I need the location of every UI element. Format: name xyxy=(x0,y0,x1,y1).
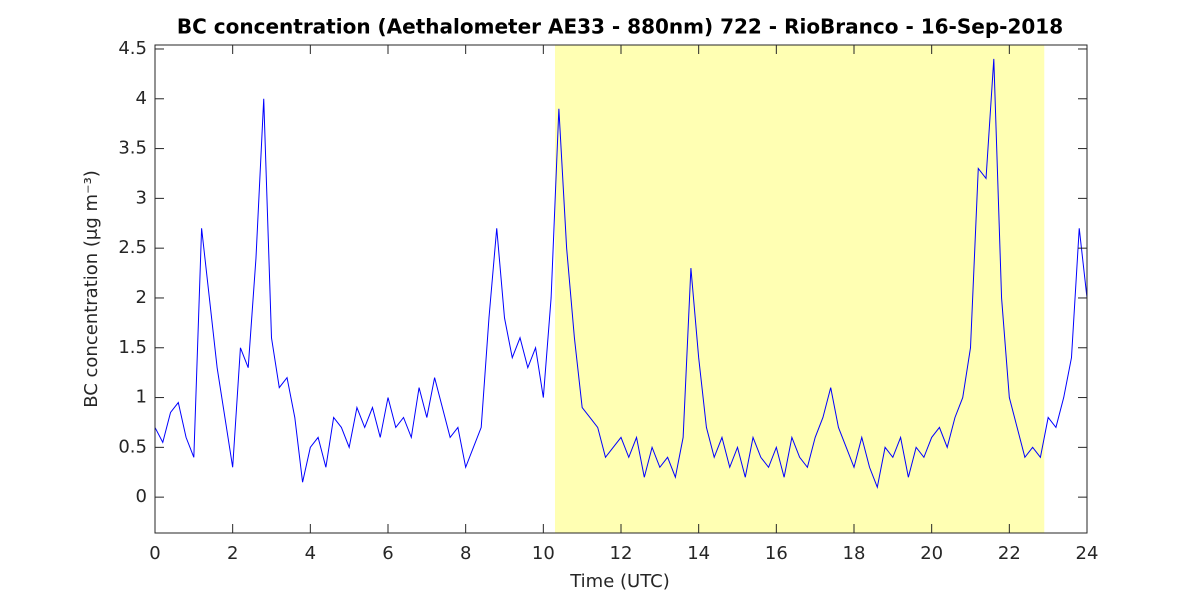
y-tick-label: 2.5 xyxy=(118,237,147,258)
x-tick-label: 18 xyxy=(843,543,866,564)
y-tick-label: 1 xyxy=(136,387,147,408)
x-tick-label: 10 xyxy=(532,543,555,564)
y-tick-label: 0.5 xyxy=(118,436,147,457)
y-tick-label: 1.5 xyxy=(118,337,147,358)
x-tick-label: 24 xyxy=(1076,543,1099,564)
x-axis-label: Time (UTC) xyxy=(569,571,670,592)
x-tick-label: 6 xyxy=(382,543,393,564)
y-tick-label: 4.5 xyxy=(118,38,147,59)
x-tick-label: 0 xyxy=(149,543,160,564)
x-tick-label: 16 xyxy=(765,543,788,564)
y-tick-label: 0 xyxy=(136,486,147,507)
chart-title: BC concentration (Aethalometer AE33 - 88… xyxy=(177,15,1063,39)
x-tick-label: 20 xyxy=(920,543,943,564)
x-tick-label: 8 xyxy=(460,543,471,564)
x-tick-label: 4 xyxy=(305,543,316,564)
x-tick-label: 22 xyxy=(998,543,1021,564)
x-tick-label: 12 xyxy=(610,543,633,564)
daylight-shade xyxy=(554,45,1045,533)
y-tick-label: 3 xyxy=(136,187,147,208)
y-tick-label: 2 xyxy=(136,287,147,308)
y-tick-label: 4 xyxy=(136,88,147,109)
data-line xyxy=(154,58,1088,489)
y-axis-label: BC concentration (μg m⁻³) xyxy=(81,170,102,408)
x-tick-label: 2 xyxy=(227,543,238,564)
y-tick-label: 3.5 xyxy=(118,138,147,159)
x-tick-label: 14 xyxy=(687,543,710,564)
